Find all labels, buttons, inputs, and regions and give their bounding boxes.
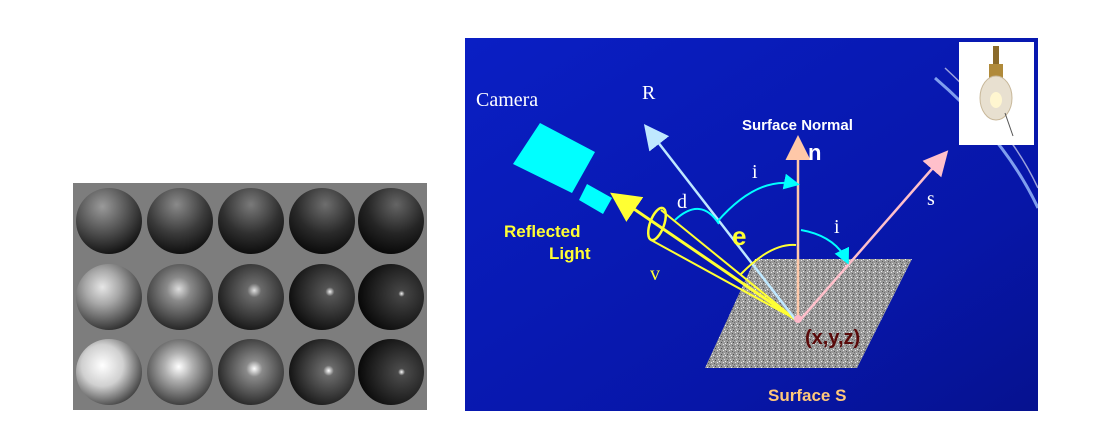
sphere [147, 188, 213, 254]
emission-angle-label: e [732, 221, 746, 251]
reflectance-diagram: Camera R Surface Normal n i s d i e v Re… [465, 38, 1038, 411]
sphere [218, 339, 284, 405]
sphere [147, 264, 213, 330]
sphere [218, 188, 284, 254]
camera-label: Camera [476, 89, 538, 111]
surface-label: Surface S [768, 386, 846, 405]
sphere [76, 264, 142, 330]
source-ray-label: s [927, 188, 935, 210]
sphere [358, 339, 424, 405]
spheres-svg [73, 183, 427, 410]
surface-point-label: (x,y,z) [805, 327, 860, 349]
reflected-light-label-line2: Light [549, 244, 591, 263]
sphere [358, 188, 424, 254]
sphere [289, 188, 355, 254]
sphere-row-1 [76, 188, 424, 254]
sphere [358, 264, 424, 330]
incident-angle-label-2: i [834, 216, 840, 238]
view-ray-label: v [650, 263, 660, 285]
diagram-svg: Camera R Surface Normal n i s d i e v Re… [465, 38, 1038, 411]
incident-angle-label-1: i [752, 161, 758, 183]
sphere [76, 339, 142, 405]
sphere [289, 339, 355, 405]
reflected-light-label-line1: Reflected [504, 222, 581, 241]
light-bulb-icon [959, 42, 1034, 145]
angle-d-label: d [677, 191, 687, 213]
sphere [76, 188, 142, 254]
reflected-ray-label: R [642, 82, 656, 104]
sphere [289, 264, 355, 330]
surface-point [794, 315, 802, 323]
normal-symbol-label: n [808, 140, 821, 165]
sphere [147, 339, 213, 405]
sphere [218, 264, 284, 330]
sphere-row-2 [76, 264, 424, 330]
surface-normal-title: Surface Normal [742, 117, 853, 134]
shaded-spheres-panel [73, 183, 427, 410]
sphere-row-3 [76, 339, 424, 405]
